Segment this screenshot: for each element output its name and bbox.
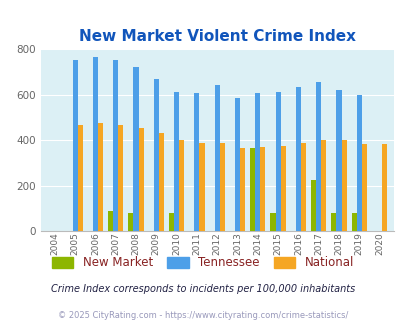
Bar (219, 143, 224, 231)
Bar (249, 148, 255, 231)
Bar (351, 213, 356, 231)
Legend: New Market, Tennessee, National: New Market, Tennessee, National (47, 252, 358, 274)
Bar (128, 213, 133, 231)
Bar (168, 213, 174, 231)
Text: © 2025 CityRating.com - https://www.cityrating.com/crime-statistics/: © 2025 CityRating.com - https://www.city… (58, 312, 347, 320)
Bar (300, 144, 305, 231)
Bar (72, 60, 77, 231)
Bar (158, 133, 164, 231)
Bar (275, 92, 280, 231)
Bar (270, 213, 275, 231)
Bar (381, 144, 386, 231)
Bar (315, 82, 320, 231)
Text: Crime Index corresponds to incidents per 100,000 inhabitants: Crime Index corresponds to incidents per… (51, 284, 354, 294)
Bar (118, 125, 123, 231)
Title: New Market Violent Crime Index: New Market Violent Crime Index (79, 29, 355, 44)
Bar (361, 144, 366, 231)
Bar (113, 60, 118, 231)
Bar (330, 213, 336, 231)
Bar (108, 211, 113, 231)
Bar (179, 140, 184, 231)
Bar (153, 79, 158, 231)
Bar (234, 98, 239, 231)
Bar (77, 125, 83, 231)
Bar (98, 123, 103, 231)
Bar (214, 85, 219, 231)
Bar (310, 180, 315, 231)
Bar (356, 95, 361, 231)
Bar (341, 140, 346, 231)
Bar (280, 146, 285, 231)
Bar (138, 128, 143, 231)
Bar (194, 93, 199, 231)
Bar (133, 67, 138, 231)
Bar (260, 147, 265, 231)
Bar (93, 57, 98, 231)
Bar (336, 90, 341, 231)
Bar (255, 93, 260, 231)
Bar (295, 87, 300, 231)
Bar (239, 148, 245, 231)
Bar (174, 92, 179, 231)
Bar (199, 143, 204, 231)
Bar (320, 141, 326, 231)
